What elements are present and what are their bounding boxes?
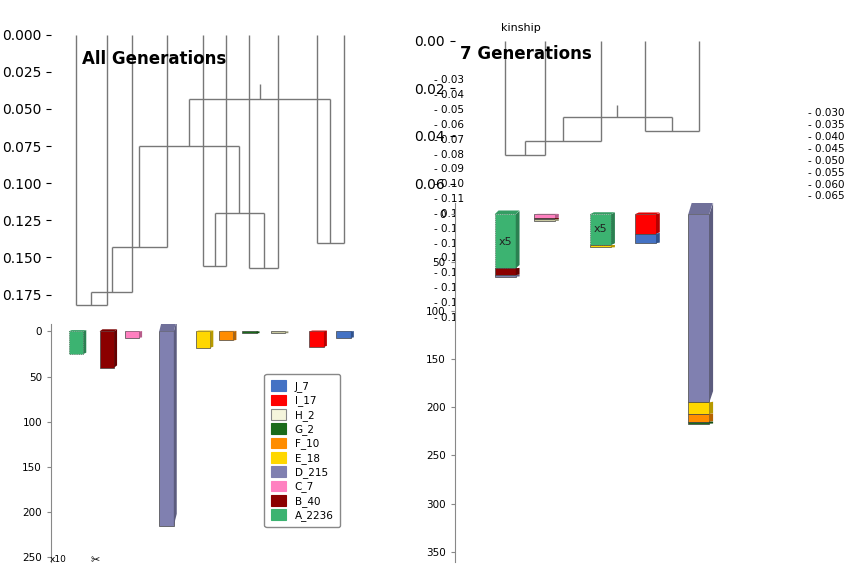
Bar (688, 214, 709, 402)
Bar (218, 331, 234, 340)
Polygon shape (709, 422, 713, 424)
Polygon shape (69, 330, 86, 331)
Polygon shape (139, 331, 142, 338)
Text: x10: x10 (50, 555, 67, 565)
Text: ✂: ✂ (90, 555, 99, 565)
Y-axis label: kinship: kinship (502, 23, 541, 33)
Polygon shape (656, 213, 660, 233)
Bar (337, 331, 351, 338)
Polygon shape (351, 331, 354, 338)
Bar (242, 331, 257, 334)
Text: x5: x5 (498, 237, 512, 247)
Bar (196, 331, 211, 348)
Polygon shape (590, 212, 615, 214)
Polygon shape (324, 331, 327, 347)
Polygon shape (611, 245, 615, 247)
Polygon shape (211, 331, 213, 348)
Polygon shape (159, 320, 177, 331)
Polygon shape (495, 211, 519, 214)
Legend: J_7, I_17, H_2, G_2, F_10, E_18, D_215, C_7, B_40, A_2236: J_7, I_17, H_2, G_2, F_10, E_18, D_215, … (264, 374, 340, 527)
Polygon shape (173, 320, 177, 526)
Bar (495, 275, 516, 277)
Polygon shape (555, 218, 558, 219)
Bar (271, 331, 286, 334)
Bar (495, 214, 516, 268)
Polygon shape (656, 233, 660, 243)
Bar (99, 331, 114, 368)
Polygon shape (611, 212, 615, 245)
Bar (69, 331, 83, 354)
Bar (590, 245, 611, 247)
Bar (125, 331, 139, 338)
Polygon shape (709, 402, 713, 414)
Polygon shape (286, 331, 288, 334)
Text: x5: x5 (594, 224, 608, 234)
Polygon shape (555, 214, 558, 218)
Polygon shape (257, 331, 259, 334)
Polygon shape (114, 329, 117, 368)
Bar (534, 219, 555, 221)
Bar (495, 268, 516, 275)
Text: 7 Generations: 7 Generations (461, 45, 592, 63)
Polygon shape (516, 268, 519, 275)
Bar (635, 214, 656, 233)
Polygon shape (635, 212, 660, 214)
Polygon shape (555, 219, 558, 221)
Bar (688, 402, 709, 414)
Bar (159, 331, 173, 526)
Bar (688, 422, 709, 424)
Bar (534, 218, 555, 219)
Polygon shape (709, 203, 713, 402)
Polygon shape (688, 201, 713, 214)
Polygon shape (234, 331, 236, 340)
Bar (590, 214, 611, 245)
Polygon shape (516, 275, 519, 277)
Bar (688, 414, 709, 422)
Polygon shape (99, 329, 117, 331)
Bar (309, 331, 324, 347)
Polygon shape (516, 211, 519, 268)
Bar (534, 214, 555, 218)
Bar (635, 233, 656, 243)
Polygon shape (709, 413, 713, 422)
Text: All Generations: All Generations (82, 50, 226, 68)
Polygon shape (83, 330, 86, 354)
